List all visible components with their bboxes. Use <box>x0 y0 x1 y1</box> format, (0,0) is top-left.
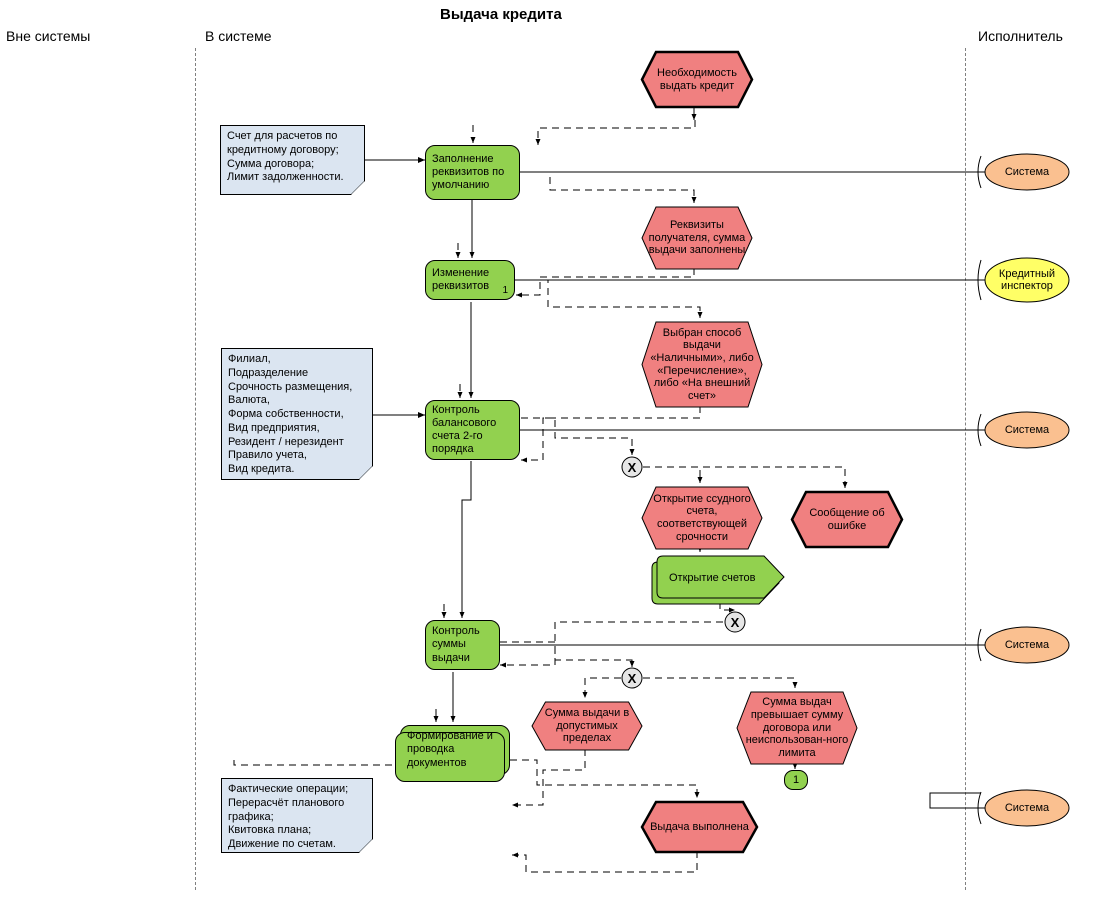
marker-1: 1 <box>784 770 808 790</box>
hex-h_sumbad: Сумма выдач превышает сумму договора или… <box>735 690 859 766</box>
hex-h_error: Сообщение об ошибке <box>790 490 904 549</box>
diagram-stage: Выдача кредита Вне системы В системе Исп… <box>0 0 1093 898</box>
gateway-x1: X <box>621 456 643 478</box>
executor-e5: Система <box>983 788 1071 828</box>
process-sum-control: Контроль суммы выдачи <box>425 620 500 670</box>
hex-h_need: Необходимость выдать кредит <box>640 50 754 109</box>
note-docs-outputs: Фактические операции;Перерасчёт плановог… <box>221 778 373 853</box>
executor-e3: Система <box>983 410 1071 450</box>
process-change-requisites: Изменение реквизитов 1 <box>425 260 515 300</box>
connectors-layer <box>0 0 1093 898</box>
svg-text:X: X <box>731 615 740 630</box>
process-docs: Формирование и проводка документов <box>400 725 510 775</box>
process-balance-control: Контроль балансового счета 2-го порядка <box>425 400 520 460</box>
hex-h_open: Открытие ссудного счета, соответствующей… <box>640 485 764 551</box>
subprocess-open-accounts: Открытие счетов <box>649 553 789 608</box>
hex-h_method: Выбран способ выдачи «Наличными», либо «… <box>640 320 764 409</box>
lane-divider-1 <box>195 48 196 890</box>
gateway-x2: X <box>724 611 746 633</box>
lane-divider-2 <box>965 48 966 890</box>
note-balance-params: Филиал,ПодразделениеСрочность размещения… <box>221 348 373 480</box>
lane-label-executor: Исполнитель <box>978 28 1063 44</box>
lane-label-outside: Вне системы <box>6 28 90 44</box>
svg-text:X: X <box>628 671 637 686</box>
executor-e1: Система <box>983 152 1071 192</box>
process-fill-defaults: Заполнение реквизитов по умолчанию <box>425 145 520 200</box>
diagram-title: Выдача кредита <box>440 6 562 23</box>
subprocess-label: Открытие счетов <box>669 572 756 584</box>
hex-h_req: Реквизиты получателя, сумма выдачи запол… <box>640 205 754 271</box>
hex-h_done: Выдача выполнена <box>640 800 759 854</box>
executor-e4: Система <box>983 625 1071 665</box>
note-account-defaults: Счет для расчетов по кредитному договору… <box>220 125 365 195</box>
hex-h_sumok: Сумма выдачи в допустимых пределах <box>530 700 644 752</box>
executor-e2: Кредитный инспектор <box>983 256 1071 304</box>
gateway-x3: X <box>621 667 643 689</box>
process-corner-num: 1 <box>502 285 508 297</box>
svg-text:X: X <box>628 460 637 475</box>
lane-label-inside: В системе <box>205 28 272 44</box>
